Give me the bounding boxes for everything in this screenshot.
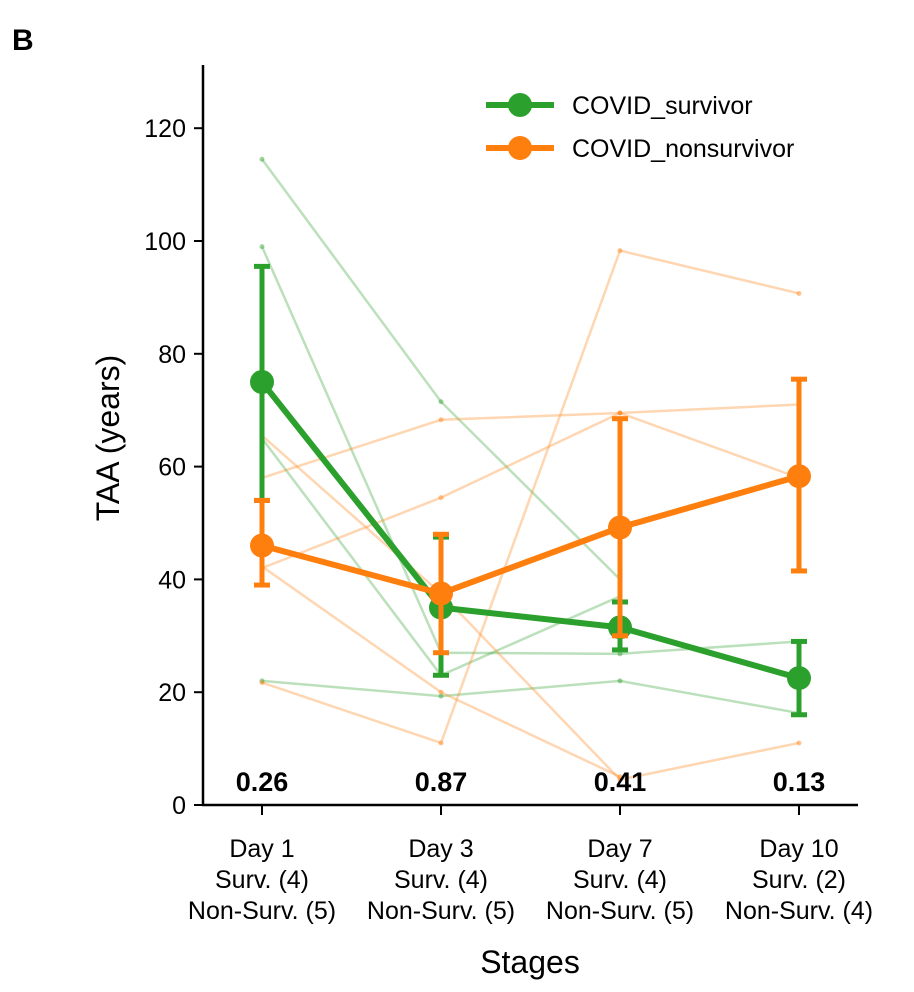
x-tick-label: Non-Surv. (4): [725, 897, 873, 925]
individual-point: [438, 399, 444, 405]
x-tick-label: Surv. (4): [394, 866, 488, 894]
individual-point: [438, 417, 444, 423]
panel-label: B: [12, 24, 34, 57]
individual-point: [617, 248, 623, 254]
p-value-label: 0.13: [773, 767, 826, 797]
series-point: [787, 666, 811, 691]
individual-line: [261, 434, 800, 781]
individual-point: [617, 678, 623, 684]
series-point: [429, 581, 453, 606]
y-tick-label: 20: [158, 679, 186, 707]
axes: [201, 65, 858, 807]
individual-lines: [259, 156, 802, 783]
individual-point: [617, 651, 623, 657]
y-tick-label: 60: [158, 454, 186, 482]
x-tick-label: Surv. (4): [215, 866, 309, 894]
individual-point: [438, 495, 444, 501]
legend: COVID_survivor COVID_nonsurvivor: [486, 92, 794, 163]
individual-line: [261, 411, 800, 570]
x-tick-label: Day 3: [408, 835, 473, 863]
x-tick-label: Day 1: [229, 835, 294, 863]
individual-point: [796, 290, 802, 296]
individual-line: [260, 246, 800, 656]
individual-point: [259, 678, 265, 684]
individual-line: [261, 679, 800, 715]
series-line: [261, 473, 800, 597]
legend-label: COVID_nonsurvivor: [572, 135, 794, 163]
individual-point: [259, 244, 265, 250]
p-value-label: 0.26: [236, 767, 289, 797]
y-tick-label: 120: [144, 115, 186, 143]
y-tick-label: 100: [144, 228, 186, 256]
x-tick-label: Surv. (4): [573, 866, 667, 894]
individual-point: [259, 156, 265, 162]
x-tick-label: Day 10: [759, 835, 838, 863]
individual-line: [261, 249, 800, 745]
individual-point: [438, 689, 444, 695]
individual-point: [438, 740, 444, 746]
individual-point: [617, 410, 623, 416]
legend-swatch-marker: [508, 136, 532, 160]
x-axis-label: Stages: [480, 944, 580, 980]
individual-point: [259, 680, 265, 686]
individual-line: [261, 403, 800, 480]
series-point: [250, 370, 274, 394]
p-value-label: 0.87: [415, 767, 468, 797]
mean-series: [250, 263, 811, 718]
individual-line: [260, 158, 621, 581]
series-point: [787, 464, 811, 489]
x-ticks: Day 1 Surv. (4) Non-Surv. (5) Day 3 Surv. (4…: [188, 805, 873, 925]
y-axis-label: TAA (years): [90, 355, 126, 522]
individual-point: [438, 693, 444, 699]
x-tick-label: Surv. (2): [752, 866, 846, 894]
series-point: [608, 515, 632, 540]
p-values: 0.26 0.87 0.41 0.13: [236, 767, 826, 797]
individual-point: [617, 777, 623, 783]
x-tick-label: Day 7: [587, 835, 652, 863]
individual-point: [796, 740, 802, 746]
x-tick-label: Non-Surv. (5): [367, 897, 515, 925]
legend-label: COVID_survivor: [572, 92, 753, 120]
series-point: [250, 533, 274, 558]
individual-line: [261, 565, 621, 778]
series-line: [259, 380, 800, 681]
legend-swatch-marker: [508, 93, 532, 117]
x-tick-label: Non-Surv. (5): [188, 897, 336, 925]
y-tick-label: 0: [172, 792, 186, 820]
p-value-label: 0.41: [594, 767, 647, 797]
y-ticks: 0 20 40 60 80 100 120: [144, 115, 203, 820]
y-tick-label: 40: [158, 566, 186, 594]
individual-point: [617, 774, 623, 780]
y-tick-label: 80: [158, 341, 186, 369]
x-tick-label: Non-Surv. (5): [546, 897, 694, 925]
individual-point: [617, 410, 623, 416]
